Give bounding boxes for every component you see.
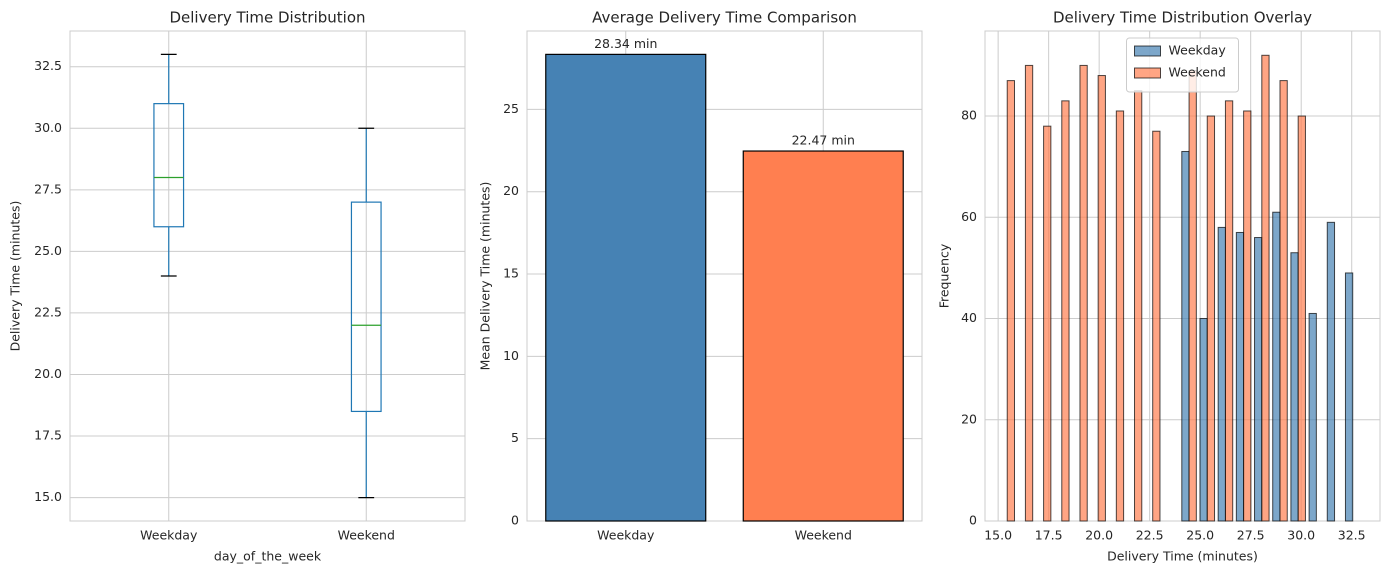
- histogram-bar: [1243, 110, 1252, 522]
- histogram-bar: [1097, 75, 1106, 522]
- legend: Weekday Weekend: [1126, 37, 1239, 93]
- y-tick-label: 15.0: [34, 489, 62, 504]
- histogram-bar: [1224, 100, 1234, 522]
- histogram-bar: [1134, 90, 1143, 522]
- subplot: 0 20 40 60 80 15.0 17.5 20.0 22.5 25.0 27.5 30.0 32.…: [937, 9, 1381, 564]
- histogram-bar: [1344, 272, 1354, 522]
- y-axis-label: Frequency: [937, 243, 952, 308]
- histogram-bar: [1261, 54, 1270, 522]
- histogram-bar: [1043, 125, 1052, 522]
- legend-swatch: [1134, 45, 1161, 57]
- x-axis-label: Delivery Time (minutes): [1107, 549, 1258, 564]
- subplot-title: Average Delivery Time Comparison: [592, 9, 857, 27]
- x-tick-label: Weekend: [338, 528, 395, 543]
- histogram-bar: [1326, 221, 1336, 522]
- histogram-bar: [1152, 130, 1161, 522]
- histogram-bar: [1199, 318, 1208, 522]
- y-tick-label: 20: [961, 411, 977, 426]
- subplot-title: Delivery Time Distribution Overlay: [1053, 9, 1312, 27]
- histogram-bar: [1024, 64, 1034, 522]
- subplot-title: Delivery Time Distribution: [169, 9, 365, 27]
- x-tick-label: 32.5: [1338, 528, 1366, 543]
- y-axis-label: Delivery Time (minutes): [8, 201, 23, 352]
- histogram-bar: [1079, 64, 1088, 522]
- x-tick-label: 22.5: [1136, 528, 1164, 543]
- x-tick-label: 25.0: [1186, 528, 1214, 543]
- y-tick-label: 22.5: [34, 304, 62, 319]
- histogram-bar: [1290, 252, 1299, 522]
- y-tick-label: 0: [511, 513, 519, 528]
- legend-swatch: [1134, 67, 1161, 79]
- histogram-bar: [1272, 211, 1281, 522]
- x-tick-label: Weekend: [795, 528, 852, 543]
- y-tick-label: 40: [961, 310, 977, 325]
- legend-label: Weekend: [1169, 65, 1226, 80]
- histogram-bar: [1279, 80, 1288, 522]
- bar: [545, 53, 707, 522]
- subplot: 15.0 17.5 20.0 22.5 25.0 27.5 30.0 32.5 Weekday W…: [8, 9, 466, 564]
- y-tick-label: 32.5: [34, 58, 62, 73]
- x-tick-label: Weekday: [597, 528, 655, 543]
- x-axis-label: day_of_the_week: [214, 549, 322, 564]
- value-label: 28.34 min: [594, 36, 657, 51]
- histogram-bar: [1181, 150, 1190, 522]
- y-tick-label: 20: [503, 183, 519, 198]
- x-tick-label: 30.0: [1287, 528, 1315, 543]
- y-tick-label: 30.0: [34, 120, 62, 135]
- histogram-bar: [1235, 231, 1245, 522]
- histogram-bar: [1308, 312, 1317, 522]
- y-tick-label: 60: [961, 209, 977, 224]
- histogram-bar: [1254, 237, 1263, 522]
- histogram-bar: [1006, 80, 1015, 522]
- x-tick-label: 17.5: [1035, 528, 1063, 543]
- y-tick-label: 80: [961, 108, 977, 123]
- bar: [742, 150, 904, 522]
- histogram-bar: [1297, 115, 1306, 522]
- histogram-bar: [1206, 115, 1216, 522]
- y-tick-label: 15: [503, 266, 519, 281]
- value-label: 22.47 min: [792, 133, 855, 148]
- histogram-bar: [1217, 226, 1226, 522]
- axes-frame: [69, 30, 466, 522]
- y-tick-label: 17.5: [34, 428, 62, 443]
- y-tick-label: 0: [969, 513, 977, 528]
- box: [153, 103, 185, 228]
- x-tick-label: Weekday: [140, 528, 198, 543]
- y-axis-label: Mean Delivery Time (minutes): [478, 182, 493, 371]
- y-tick-label: 10: [503, 348, 519, 363]
- histogram-bar: [1115, 110, 1125, 522]
- histogram-bar: [1188, 69, 1197, 522]
- x-tick-label: 20.0: [1085, 528, 1113, 543]
- histogram-bar: [1061, 100, 1070, 522]
- axes-frame: [526, 30, 923, 522]
- legend-label: Weekday: [1169, 43, 1227, 58]
- y-tick-label: 27.5: [34, 181, 62, 196]
- y-tick-label: 25.0: [34, 243, 62, 258]
- y-tick-label: 25: [503, 101, 519, 116]
- y-tick-label: 5: [511, 430, 519, 445]
- subplot: 0 5 10 15 20 25 Weekday Weekend Average Delivery…: [478, 9, 923, 543]
- x-tick-label: 15.0: [984, 528, 1012, 543]
- x-tick-label: 27.5: [1237, 528, 1265, 543]
- box: [350, 201, 382, 413]
- y-tick-label: 20.0: [34, 366, 62, 381]
